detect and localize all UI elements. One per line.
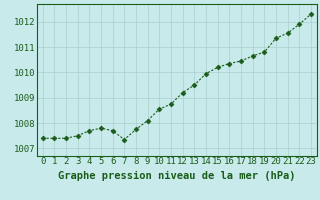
X-axis label: Graphe pression niveau de la mer (hPa): Graphe pression niveau de la mer (hPa): [58, 171, 296, 181]
